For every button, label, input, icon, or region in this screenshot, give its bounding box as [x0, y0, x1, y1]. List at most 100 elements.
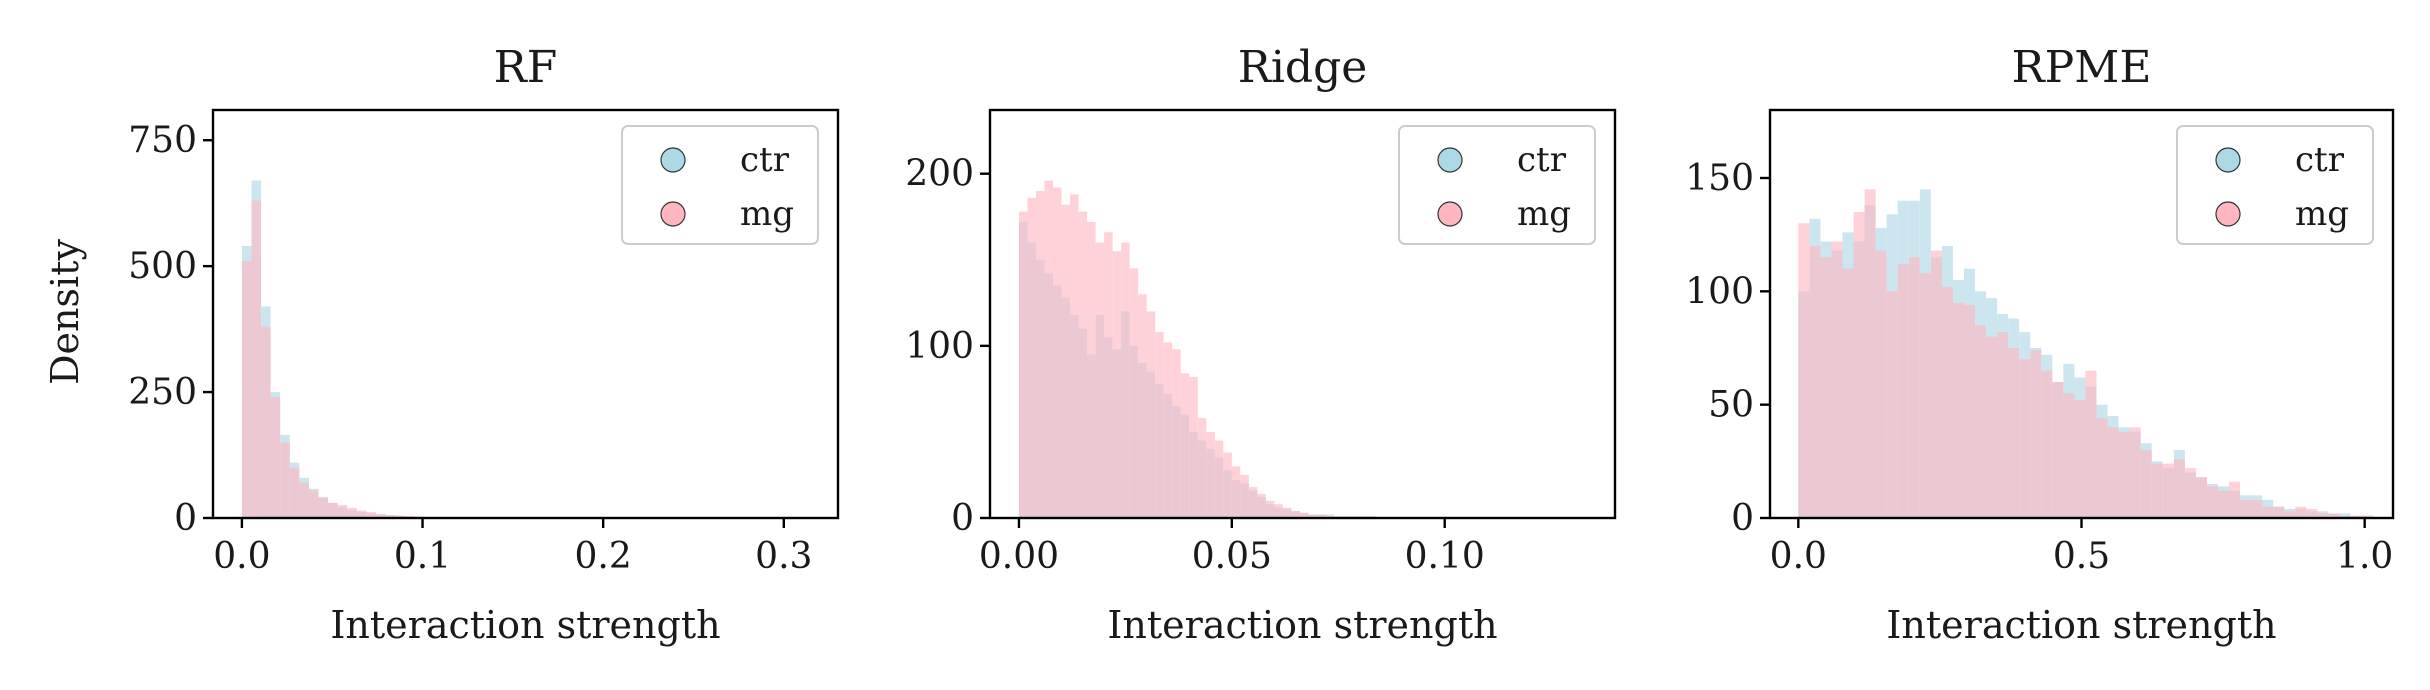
histogram-bar	[337, 504, 348, 518]
histogram-bar	[1908, 257, 1920, 518]
x-tick-label: 0.1	[394, 536, 451, 577]
legend-label-ctr: ctr	[740, 140, 790, 180]
histogram-bar	[1997, 332, 2009, 518]
histogram-bar	[1316, 514, 1326, 518]
histogram-bar	[1257, 493, 1266, 518]
histogram-bar	[1240, 474, 1249, 518]
histogram-bar	[1963, 304, 1976, 518]
histogram-bar	[2217, 490, 2230, 518]
histogram-bar	[2096, 418, 2108, 518]
x-tick-label: 0.00	[979, 536, 1059, 577]
legend-label-ctr: ctr	[1517, 140, 1567, 180]
legend-marker-mg	[1437, 201, 1463, 227]
histogram-bar	[1155, 332, 1164, 518]
y-tick-label: 500	[128, 246, 197, 287]
subplot-rpme: RPME 0.0 0.5 1.0 0 50 100 150 Interaction streng…	[1685, 42, 2395, 647]
histogram-bar	[1231, 466, 1241, 518]
legend-marker-ctr	[2215, 147, 2241, 173]
histogram-bar	[2052, 382, 2064, 518]
histogram-bar	[2295, 506, 2307, 518]
histogram-bar	[2140, 450, 2152, 518]
subplot-title: Ridge	[1238, 42, 1368, 93]
legend-marker-ctr	[1437, 147, 1463, 173]
histogram-bar	[1104, 232, 1113, 518]
y-tick-label: 50	[1708, 385, 1754, 426]
histogram-bar	[2273, 506, 2285, 518]
histogram-bar	[1291, 511, 1300, 518]
x-tick-label: 0.3	[755, 536, 812, 577]
histogram-bar	[1864, 189, 1876, 519]
histogram-bar	[1087, 221, 1096, 518]
y-tick-label: 0	[951, 498, 974, 539]
y-tick-label: 0	[1731, 498, 1754, 539]
histogram-bar	[1265, 500, 1275, 518]
histogram-bar	[2328, 513, 2340, 518]
histogram-bar	[241, 261, 252, 518]
histogram-bar	[1172, 349, 1181, 518]
histogram-bar	[1163, 342, 1173, 518]
histogram-bar	[2317, 513, 2329, 518]
series-mg	[1018, 180, 1377, 519]
y-tick-label: 150	[1685, 158, 1754, 199]
series-mg	[241, 200, 472, 518]
x-axis-label: Interaction strength	[1107, 603, 1497, 647]
histogram-bar	[1206, 431, 1215, 518]
histogram-bar	[2195, 477, 2207, 518]
histogram-bar	[1952, 302, 1964, 518]
histogram-bar	[1820, 257, 1832, 518]
histogram-bar	[251, 200, 262, 518]
legend-label-ctr: ctr	[2295, 140, 2345, 180]
histogram-bar	[1070, 194, 1079, 518]
histogram-bar	[2008, 348, 2020, 518]
legend: ctr mg	[1398, 125, 1596, 245]
histogram-bar	[366, 511, 376, 518]
histogram-bar	[280, 442, 290, 518]
x-tick-label: 0.10	[1405, 536, 1485, 577]
x-tick-label: 0.0	[1770, 536, 1827, 577]
x-tick-label: 0.2	[575, 536, 632, 577]
legend: ctr mg	[2176, 125, 2374, 245]
histogram-bar	[2118, 431, 2130, 518]
histogram-bar	[1189, 376, 1198, 518]
series-mg	[1798, 189, 2373, 519]
x-axis-label: Interaction strength	[1886, 603, 2276, 647]
histogram-bar	[1138, 294, 1147, 518]
histogram-bar	[299, 482, 309, 518]
histogram-bar	[2151, 463, 2163, 518]
histogram-bar	[1919, 273, 1931, 518]
histogram-bar	[318, 497, 329, 518]
histogram-bar	[2284, 511, 2296, 518]
histogram-bar	[1325, 514, 1335, 518]
axes-frame	[211, 108, 840, 520]
x-tick-label: 1.0	[2336, 536, 2393, 577]
legend-marker-ctr	[660, 147, 686, 173]
subplot-ridge: Ridge 0.00 0.05 0.10 0 100 200 Interaction stre…	[905, 42, 1617, 647]
histogram-bar	[328, 502, 338, 518]
histogram-bar	[1875, 250, 1887, 519]
y-tick-label: 100	[1685, 271, 1754, 312]
histogram-bar	[1095, 242, 1105, 519]
histogram-bar	[289, 467, 300, 518]
histogram-bar	[2184, 468, 2196, 518]
histogram-bar	[347, 507, 357, 518]
histogram-bar	[270, 397, 281, 518]
histogram-bar	[1214, 440, 1224, 518]
histogram-bar	[1798, 223, 1810, 519]
histogram-bar	[1061, 204, 1071, 519]
histogram-bar	[2251, 499, 2263, 518]
histogram-bar	[1078, 211, 1088, 518]
histogram-bar	[1842, 268, 1854, 518]
histogram-bar	[1975, 325, 1987, 518]
histogram-bar	[2085, 370, 2097, 518]
histogram-bar	[1146, 311, 1156, 518]
axes-frame	[988, 108, 1617, 520]
histogram-bar	[395, 515, 405, 518]
histogram-bar	[2162, 463, 2174, 518]
legend-label-mg: mg	[2295, 194, 2349, 234]
histogram-bar	[308, 490, 319, 518]
histogram-bar	[1853, 212, 1865, 518]
histogram-bar	[2074, 400, 2086, 518]
histogram-bar	[1035, 190, 1045, 519]
histogram-bar	[2206, 486, 2218, 518]
histogram-bar	[1027, 197, 1036, 518]
